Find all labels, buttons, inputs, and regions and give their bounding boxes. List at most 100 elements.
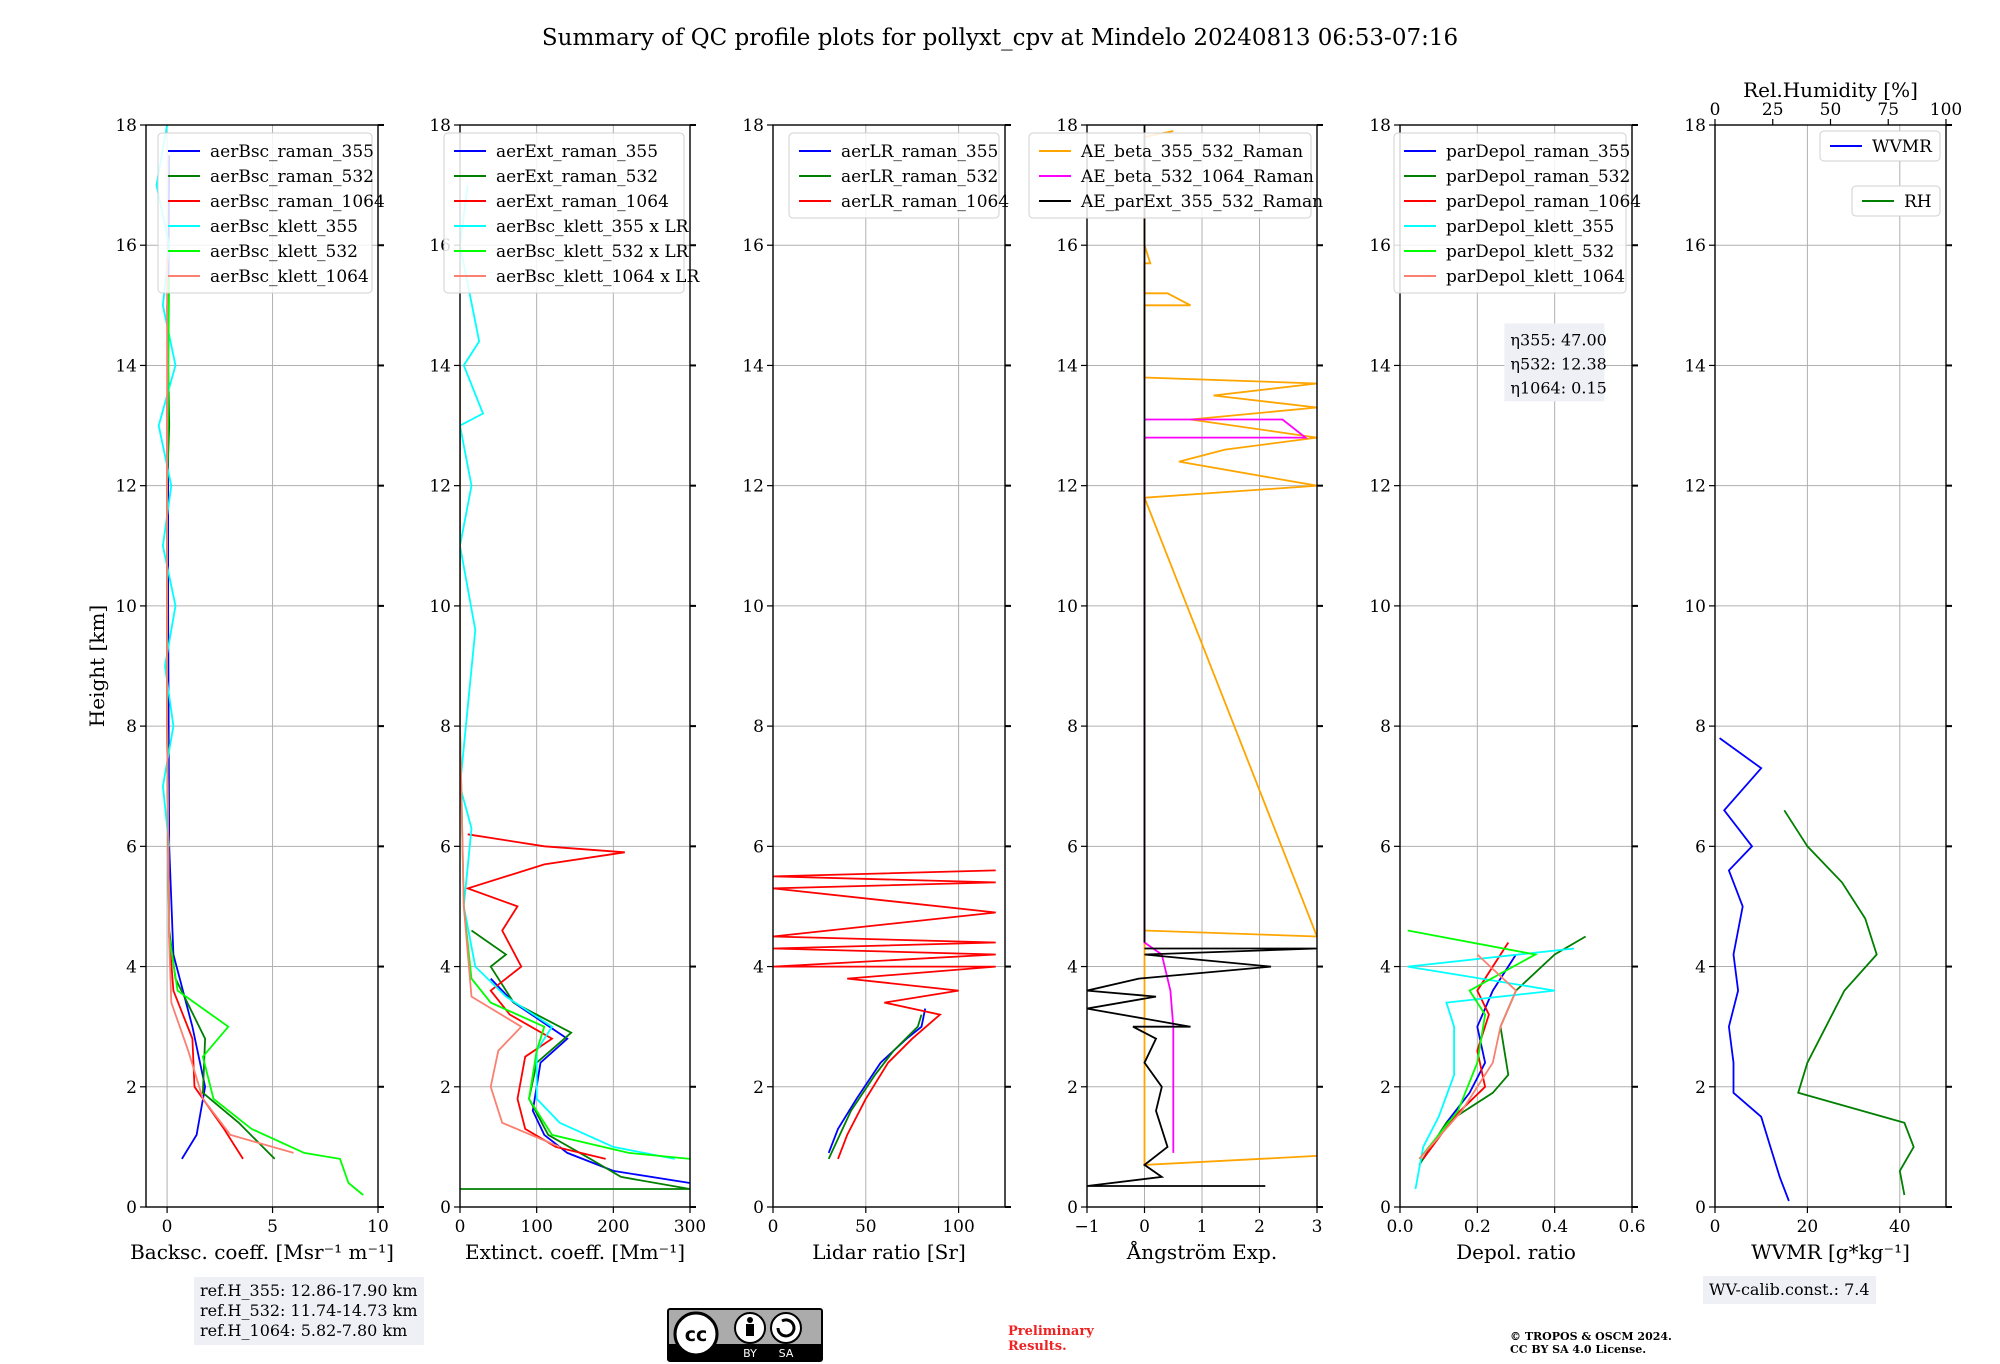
y-tick-label: 14 <box>742 356 764 376</box>
y-tick-label: 2 <box>753 1078 764 1098</box>
y-tick-label: 10 <box>1684 597 1706 617</box>
x-axis-label: Lidar ratio [Sr] <box>812 1240 966 1264</box>
y-tick-label: 6 <box>753 837 764 857</box>
legend: AE_beta_355_532_Raman AE_beta_532_1064_Ra… <box>1028 132 1323 219</box>
legend-label: aerExt_raman_532 <box>496 167 658 187</box>
y-tick-label: 6 <box>1695 837 1706 857</box>
series-group <box>1407 929 1587 1190</box>
ref-height-1064: ref.H_1064: 5.82-7.80 km <box>200 1321 408 1340</box>
y-tick-label: 8 <box>1695 717 1706 737</box>
x-axis-label: WVMR [g*kg⁻¹] <box>1751 1240 1910 1264</box>
preliminary-line-1: Preliminary <box>1008 1324 1094 1339</box>
x2-tick-label: 0 <box>1710 100 1721 120</box>
y-tick-label: 8 <box>1067 717 1078 737</box>
eta-value: η1064: 0.15 <box>1510 378 1606 397</box>
y-tick-label: 0 <box>1695 1198 1706 1218</box>
y-tick-label: 2 <box>1380 1078 1391 1098</box>
series-line <box>460 929 690 1190</box>
x-axis-label: Backsc. coeff. [Msr⁻¹ m⁻¹] <box>130 1240 394 1264</box>
legend-label: aerExt_raman_1064 <box>496 192 669 212</box>
x-tick-label: 10 <box>367 1217 389 1237</box>
x-tick-label: 50 <box>855 1217 877 1237</box>
legend-label: aerBsc_klett_532 <box>210 242 358 262</box>
wv-calib-box: WV-calib.const.: 7.4 <box>1703 1276 1876 1304</box>
series-line <box>1407 929 1538 1160</box>
cc-logo-icon: cc BY SA <box>669 1311 821 1360</box>
y-tick-label: 4 <box>440 958 451 978</box>
x2-tick-label: 75 <box>1877 100 1899 120</box>
preliminary-line-2: Results. <box>1008 1339 1067 1354</box>
legend-label: parDepol_klett_355 <box>1446 217 1614 237</box>
x-tick-label: 0.2 <box>1464 1217 1491 1237</box>
axes-frame <box>145 124 379 1208</box>
legend-label: aerLR_raman_1064 <box>841 192 1009 212</box>
y-tick-label: 18 <box>429 116 451 136</box>
x-tick-label: 0 <box>455 1217 466 1237</box>
y-tick-label: 16 <box>1369 236 1391 256</box>
legend-label: aerBsc_raman_355 <box>210 142 374 162</box>
eta-annotation: η355: 47.00 η532: 12.38 η1064: 0.15 <box>1504 323 1607 402</box>
y-tick-label: 6 <box>1067 837 1078 857</box>
y-tick-label: 8 <box>753 717 764 737</box>
legend-label: aerBsc_raman_1064 <box>210 192 385 212</box>
x-tick-label: 40 <box>1889 1217 1911 1237</box>
x-tick-label: −1 <box>1074 1217 1099 1237</box>
eta-value: η532: 12.38 <box>1510 354 1606 373</box>
y-tick-label: 2 <box>1067 1078 1078 1098</box>
series-line <box>1719 737 1790 1202</box>
reference-height-box: ref.H_355: 12.86-17.90 km ref.H_532: 11.… <box>194 1277 424 1345</box>
legend-label: aerBsc_klett_1064 x LR <box>496 267 700 287</box>
series-group <box>460 184 690 1190</box>
x-tick-label: 100 <box>942 1217 974 1237</box>
legend-box <box>788 132 1000 219</box>
y-tick-label: 8 <box>440 717 451 737</box>
y-tick-label: 10 <box>1369 597 1391 617</box>
y-tick-label: 2 <box>1695 1078 1706 1098</box>
series-line <box>1422 954 1517 1160</box>
x2-tick-label: 100 <box>1930 100 1962 120</box>
x-axis-label: Ångström Exp. <box>1126 1239 1277 1264</box>
series-line <box>460 365 690 1160</box>
legend-label: aerLR_raman_532 <box>841 167 998 187</box>
axes-frame <box>772 124 1006 1208</box>
legend-label: AE_beta_355_532_Raman <box>1080 142 1303 162</box>
x-tick-label: 0 <box>162 1217 173 1237</box>
panel-5: 0 2 4 6 8 10 12 14 16 18 0.0 0.2 0.4 0.6 Depol. ratio p… <box>1369 116 1645 1264</box>
legend-label: AE_beta_532_1064_Raman <box>1080 167 1314 187</box>
y-tick-label: 16 <box>115 236 137 256</box>
y-axis-label: Height [km] <box>85 605 109 727</box>
copyright-line-2: CC BY SA 4.0 License. <box>1510 1343 1647 1356</box>
y-tick-label: 4 <box>753 958 764 978</box>
y-tick-label: 12 <box>1369 477 1391 497</box>
legend: aerBsc_raman_355 aerBsc_raman_532 aerBsc_r… <box>157 132 385 294</box>
series-line <box>1418 953 1518 1160</box>
series-line <box>1143 418 1309 1153</box>
eta-value: η355: 47.00 <box>1510 330 1606 349</box>
x-tick-label: 100 <box>520 1217 552 1237</box>
legend-label: AE_parExt_355_532_Raman <box>1080 192 1323 212</box>
series-group <box>773 869 996 1160</box>
cc-license-badge: cc BY SA <box>667 1308 823 1362</box>
legend: WVMR <box>1819 130 1941 162</box>
y-tick-label: 2 <box>440 1078 451 1098</box>
wv-calib-constant: WV-calib.const.: 7.4 <box>1709 1280 1870 1299</box>
ref-height-355: ref.H_355: 12.86-17.90 km <box>200 1281 418 1300</box>
series-line <box>166 305 276 1160</box>
legend-label: aerBsc_klett_1064 <box>210 267 369 287</box>
x-tick-label: 200 <box>597 1217 629 1237</box>
legend-label: aerLR_raman_355 <box>841 142 998 162</box>
x-tick-label: 0.0 <box>1386 1217 1413 1237</box>
x-tick-label: 0 <box>1139 1217 1150 1237</box>
x-tick-label: 20 <box>1797 1217 1819 1237</box>
legend: parDepol_raman_355 parDepol_raman_532 parD… <box>1393 132 1641 294</box>
legend-box <box>1819 130 1941 162</box>
legend-box <box>1028 132 1312 219</box>
axes-frame <box>459 124 691 1208</box>
x2-tick-label: 50 <box>1820 100 1842 120</box>
y-tick-label: 10 <box>1056 597 1078 617</box>
y-tick-label: 0 <box>753 1198 764 1218</box>
panel-3: 0 2 4 6 8 10 12 14 16 18 0 50 100 Lidar ratio [Sr] aer… <box>742 116 1011 1264</box>
series-line <box>1087 947 1317 1187</box>
